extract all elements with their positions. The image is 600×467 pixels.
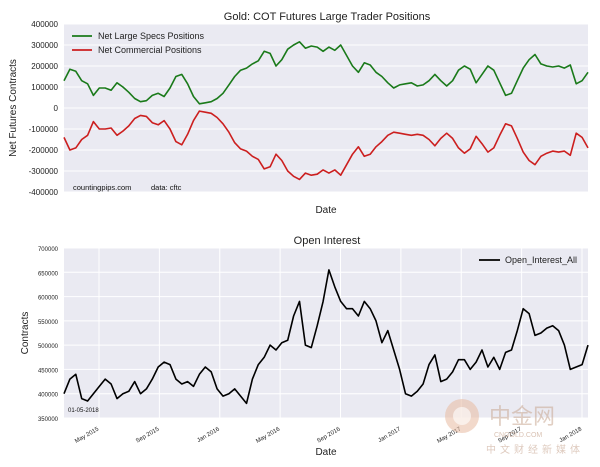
y-tick-label: 450000 [38, 368, 59, 374]
series-lines [63, 269, 589, 405]
x-tick-label: Jan 2017 [377, 426, 402, 444]
y-tick-label: 400000 [38, 393, 59, 399]
x-axis-label: Date [315, 447, 337, 458]
y-tick-label: -200000 [29, 146, 59, 155]
legend: Net Large Specs Positions Net Commercial… [72, 31, 205, 55]
legend-label-large-specs: Net Large Specs Positions [98, 31, 205, 41]
y-tick-label: 500000 [38, 344, 59, 350]
watermark: 中金网 CNGOLD.COM 中文财经新媒体 [445, 399, 584, 456]
y-axis-label: Net Futures Contracts [8, 59, 19, 157]
y-tick-labels: 400000 300000 200000 100000 0 -100000 -200000 -… [29, 20, 59, 197]
series-line-open-interest-all [63, 269, 589, 405]
watermark-brand: 中金网 [489, 405, 555, 430]
y-tick-label: 400000 [31, 20, 58, 29]
y-tick-label: 650000 [38, 271, 59, 277]
y-tick-label: 700000 [38, 247, 59, 253]
y-tick-label: -400000 [29, 188, 59, 197]
x-axis-label: Date [315, 205, 337, 216]
y-tick-label: 600000 [38, 296, 59, 302]
y-tick-label: -300000 [29, 167, 59, 176]
chart-title: Gold: COT Futures Large Trader Positions [224, 11, 431, 23]
watermark-tagline: 中文财经新媒体 [486, 443, 584, 456]
x-tick-label: Sep 2016 [316, 426, 342, 444]
series-lines [63, 40, 589, 181]
x-tick-label: May 2015 [74, 426, 100, 445]
chart-title: Open Interest [294, 235, 361, 247]
watermark-domain: CNGOLD.COM [494, 432, 542, 439]
y-tick-label: 300000 [31, 41, 58, 50]
date-annotation: 01-05-2018 [68, 408, 99, 414]
x-tick-label: May 2016 [255, 426, 281, 445]
legend: Open_Interest_All [479, 255, 577, 265]
plot-area [64, 248, 588, 418]
x-tick-label: Sep 2015 [135, 426, 161, 444]
x-tick-label: Jan 2016 [196, 426, 221, 444]
source-annotation: countingpips.com [73, 183, 131, 192]
y-tick-label: 200000 [31, 62, 58, 71]
series-line-net-large-specs-positions [63, 40, 589, 105]
series-line-net-commercial-positions [63, 110, 589, 181]
legend-label-open-interest: Open_Interest_All [505, 255, 577, 265]
watermark-logo-inner-icon [453, 407, 471, 425]
y-axis-label: Contracts [20, 312, 31, 355]
y-tick-label: 0 [54, 104, 59, 113]
x-tick-label: Jan 2018 [559, 426, 584, 444]
y-tick-label: -100000 [29, 125, 59, 134]
y-tick-label: 550000 [38, 320, 59, 326]
data-annotation: data: cftc [151, 183, 182, 192]
gridlines [64, 247, 588, 419]
y-tick-label: 350000 [38, 417, 59, 423]
y-tick-label: 100000 [31, 83, 58, 92]
gridlines [64, 23, 588, 193]
y-tick-labels: 700000 650000 600000 550000 500000 450000 4000… [38, 247, 59, 423]
legend-label-commercial: Net Commercial Positions [98, 45, 202, 55]
